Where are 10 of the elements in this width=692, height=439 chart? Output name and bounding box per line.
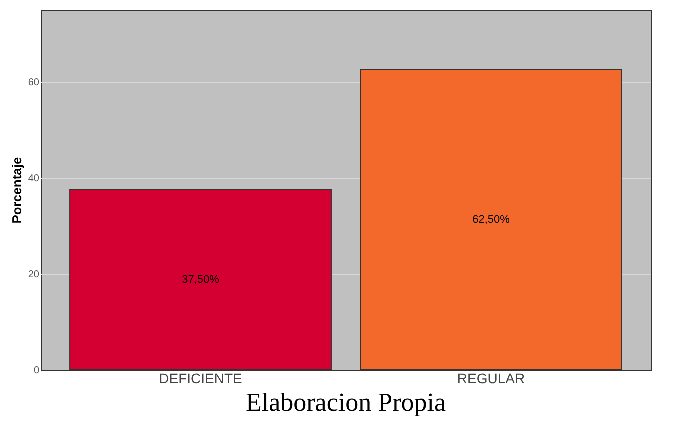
y-tick-label: 0: [34, 366, 40, 376]
y-tick-label: 20: [28, 270, 40, 280]
x-tick-label: DEFICIENTE: [159, 370, 242, 386]
y-tick-label: 40: [28, 174, 40, 184]
y-tick-label: 60: [28, 78, 40, 88]
data-label: 62,50%: [472, 214, 510, 226]
data-label: 37,50%: [182, 274, 220, 286]
text: Elaboracion Propia: [246, 388, 446, 417]
y-axis-title: Porcentaje: [9, 157, 24, 224]
x-tick-label: REGULAR: [457, 370, 526, 386]
